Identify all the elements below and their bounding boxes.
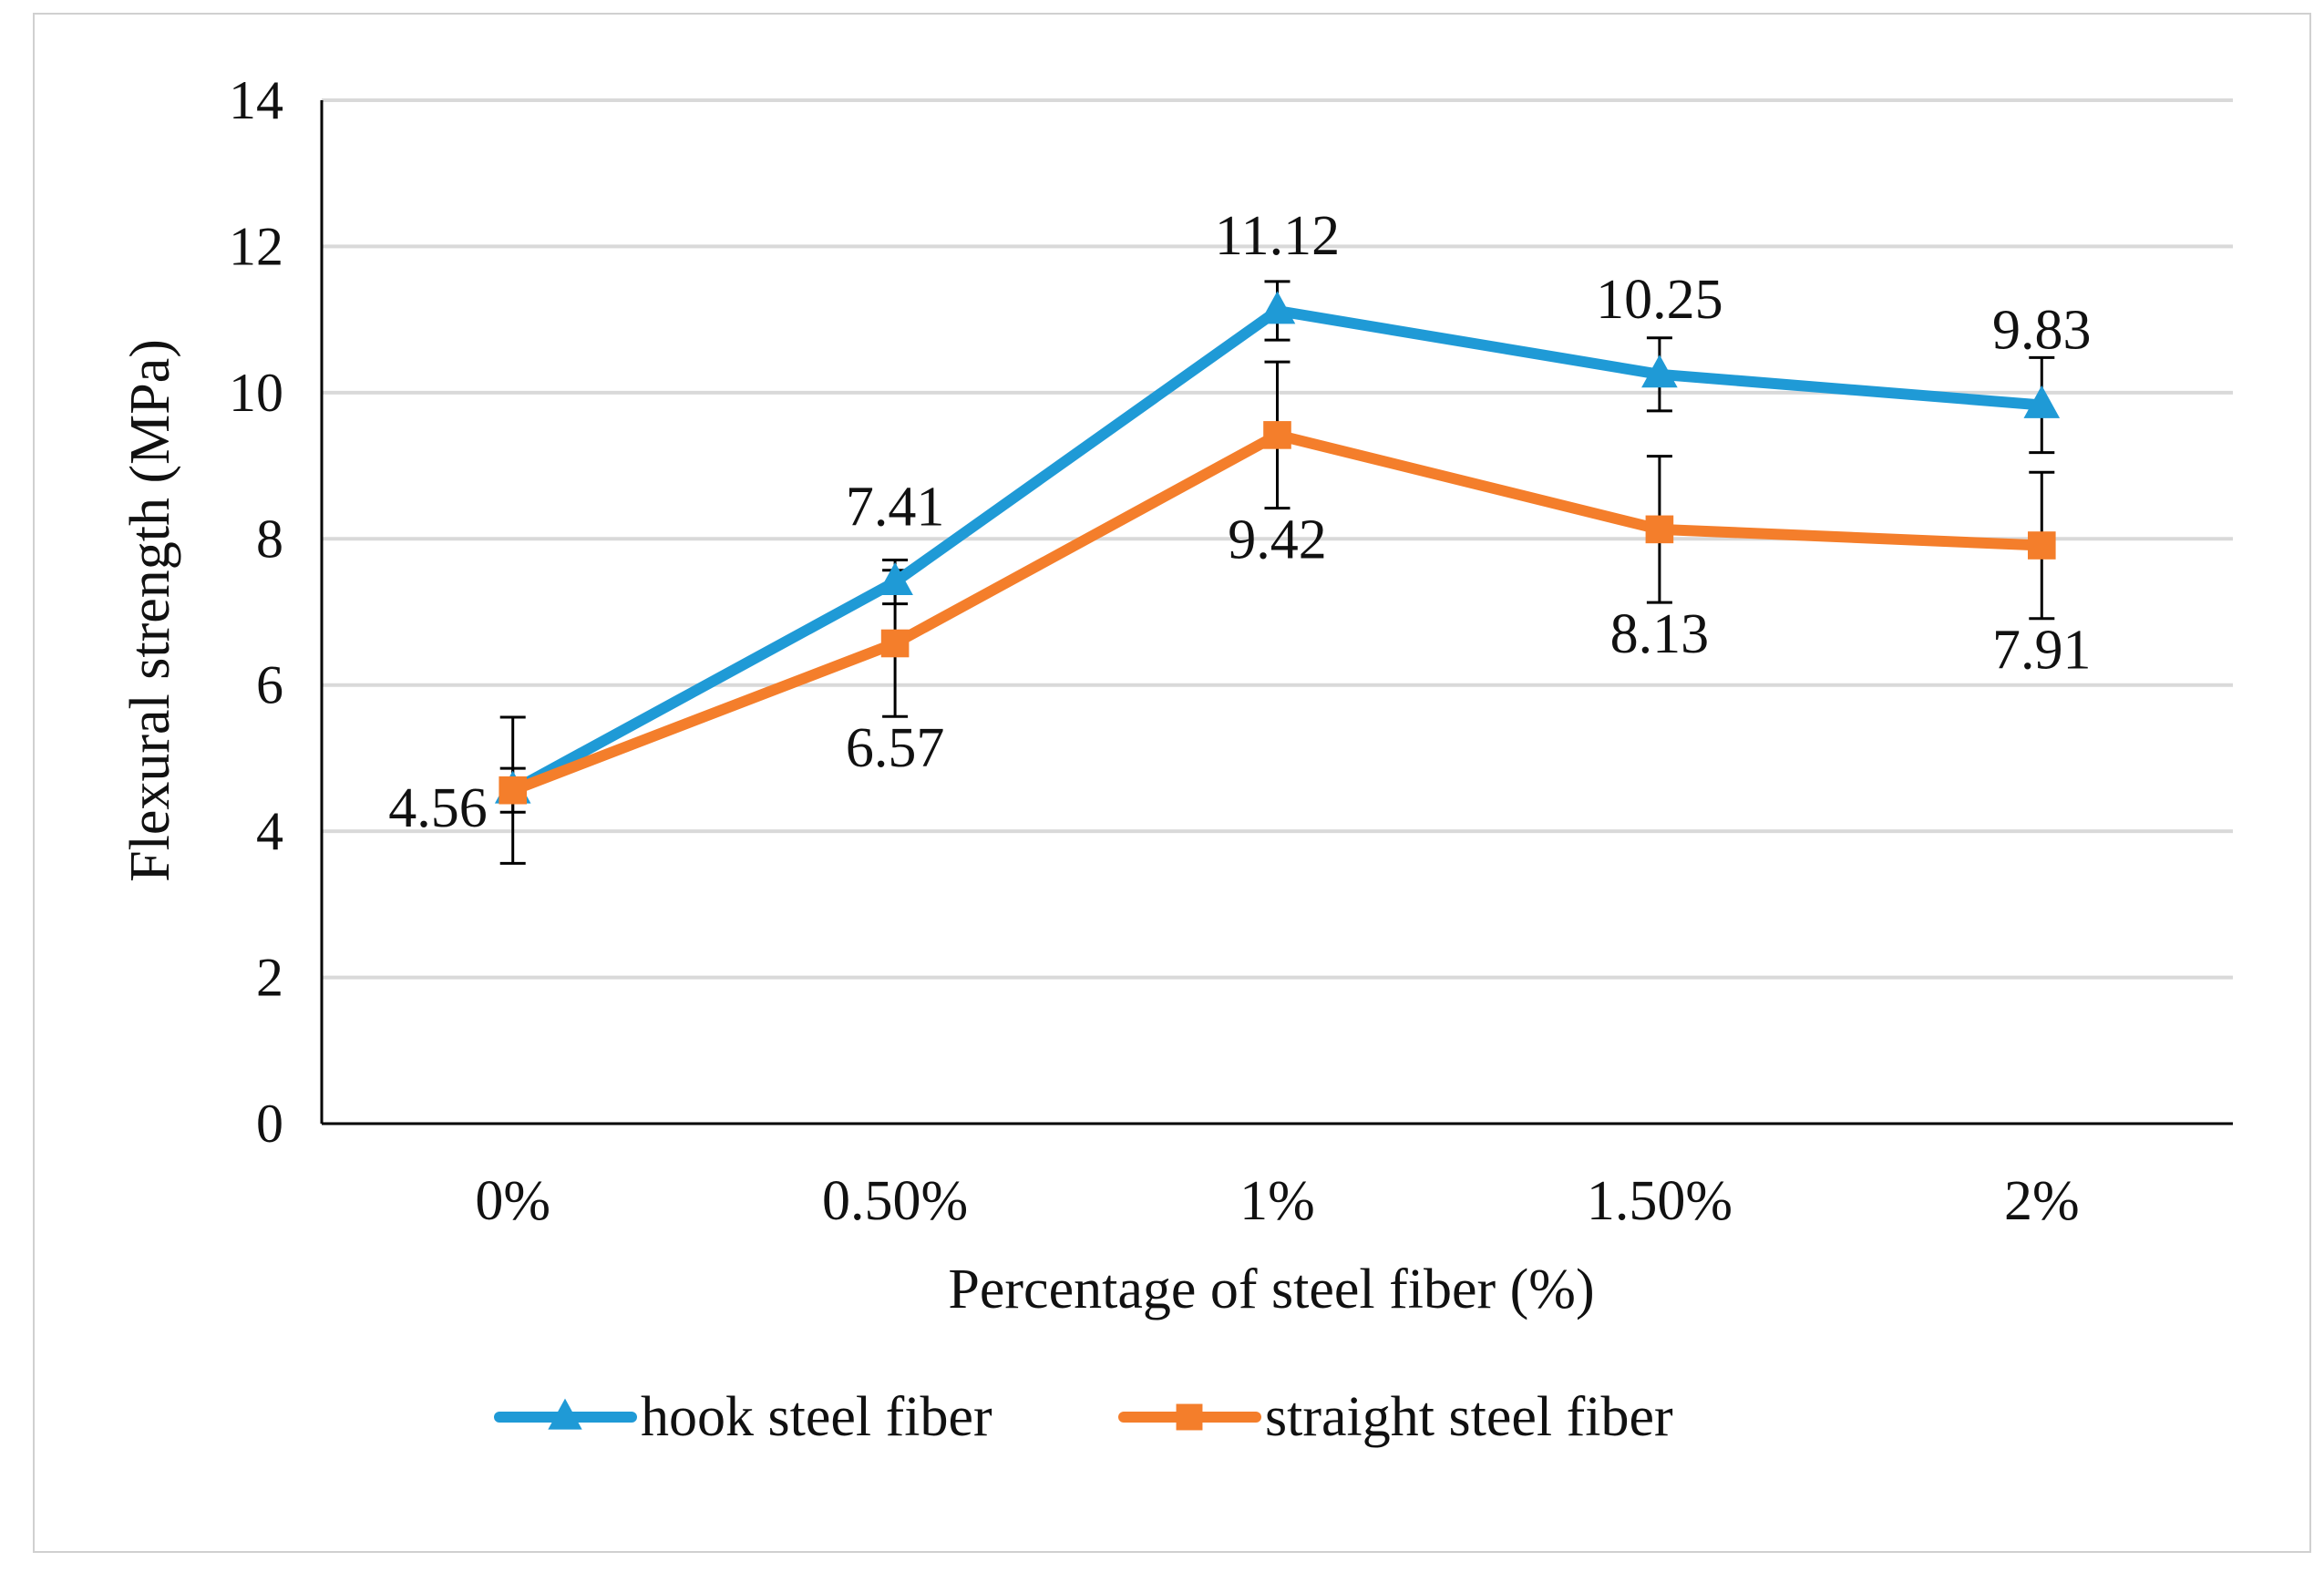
legend-label: hook steel fiber: [641, 1386, 992, 1448]
x-tick-label: 1.50%: [1587, 1170, 1733, 1232]
data-point-1: [1645, 515, 1674, 544]
y-axis-title: Flexural strength (MPa): [119, 339, 181, 882]
legend: hook steel fiber straight steel fiber: [494, 1386, 1673, 1448]
data-label: 7.91: [1992, 620, 2092, 682]
y-tick-label: 4: [256, 801, 283, 861]
data-label: 11.12: [1215, 205, 1340, 267]
data-point-1: [2028, 531, 2056, 560]
x-tick-label: 0%: [475, 1170, 550, 1232]
y-tick-label: 6: [256, 655, 283, 715]
data-label: 9.83: [1992, 299, 2092, 361]
data-point-0: [2023, 385, 2061, 418]
data-label: 7.41: [846, 477, 945, 539]
y-tick-label: 8: [256, 509, 283, 569]
data-point-0: [1259, 291, 1296, 324]
x-axis-title: Percentage of steel fiber (%): [948, 1259, 1594, 1320]
y-tick-label: 14: [229, 70, 283, 130]
data-label: 9.42: [1228, 509, 1327, 570]
y-tick-labels: 0 2 4 6 8 10 12 14: [229, 70, 283, 1154]
data-point-1: [880, 629, 910, 658]
data-point-1: [1263, 421, 1291, 449]
legend-marker: [1176, 1403, 1203, 1431]
y-tick-label: 12: [229, 216, 283, 276]
x-tick-label: 0.50%: [822, 1170, 968, 1232]
y-tick-label: 10: [229, 363, 283, 423]
error-bars: [499, 280, 2055, 865]
series-markers: [494, 291, 2061, 805]
chart-frame: [33, 13, 2311, 1553]
data-point-1: [499, 776, 527, 805]
data-point-0: [877, 562, 913, 596]
axes: [320, 100, 2233, 1125]
y-tick-label: 2: [256, 948, 283, 1008]
data-label: 6.57: [846, 717, 945, 779]
x-tick-label: 2%: [2004, 1170, 2080, 1232]
data-label: 10.25: [1596, 269, 1723, 331]
data-labels: 4.56 7.41 11.12 10.25 9.83 6.57 9.42 8.13 7.91: [388, 205, 2091, 839]
y-tick-label: 0: [256, 1094, 283, 1154]
x-tick-label: 1%: [1239, 1170, 1315, 1232]
legend-marker: [548, 1398, 582, 1430]
data-label: 8.13: [1610, 603, 1710, 665]
data-point-0: [1641, 354, 1678, 388]
data-label: 4.56: [388, 777, 488, 839]
x-tick-labels: 0% 0.50% 1% 1.50% 2%: [475, 1170, 2079, 1232]
legend-label: straight steel fiber: [1265, 1386, 1673, 1448]
